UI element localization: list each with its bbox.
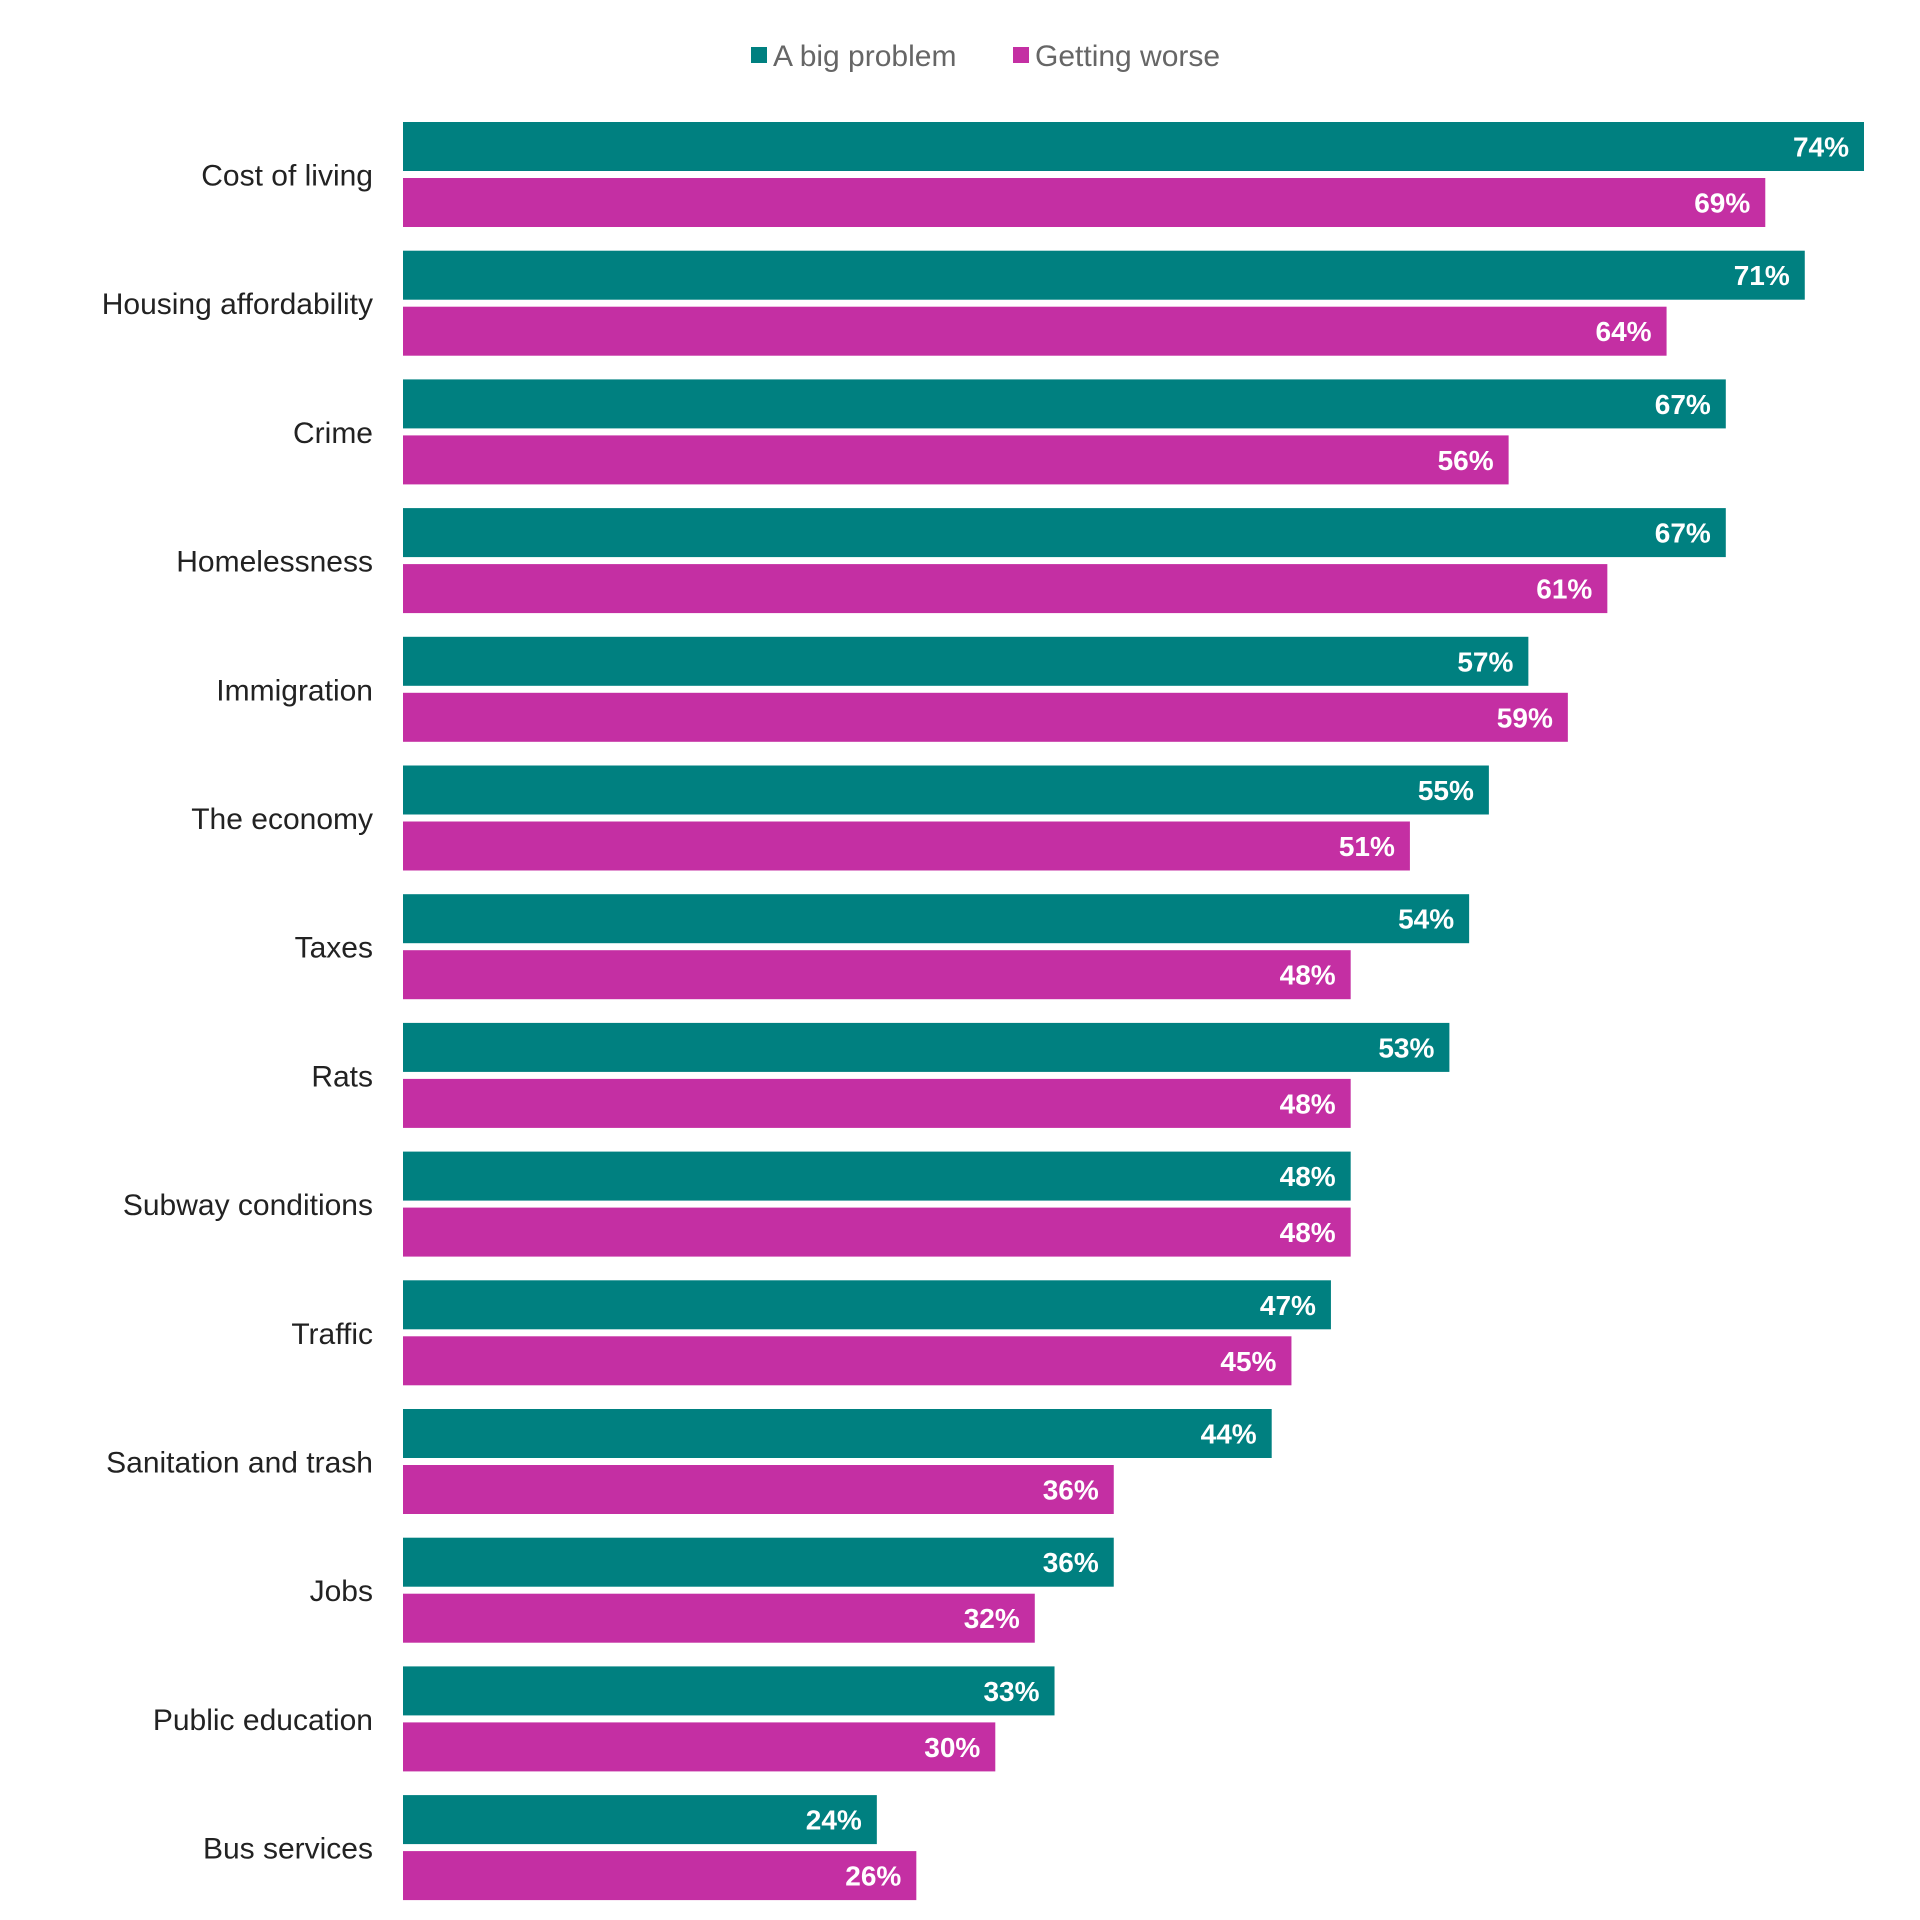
data-label-getting-worse-cost-of-living: 69% bbox=[1694, 188, 1750, 219]
data-label-getting-worse-subway-conditions: 48% bbox=[1280, 1217, 1336, 1248]
data-label-getting-worse-public-education: 30% bbox=[924, 1732, 980, 1763]
data-label-getting-worse-crime: 56% bbox=[1438, 445, 1494, 476]
bar-a-big-problem-crime bbox=[403, 379, 1726, 429]
data-label-getting-worse-immigration: 59% bbox=[1497, 702, 1553, 733]
data-label-a-big-problem-the-economy: 55% bbox=[1418, 775, 1474, 806]
bar-a-big-problem-bus-services bbox=[403, 1795, 877, 1845]
data-label-a-big-problem-immigration: 57% bbox=[1457, 646, 1513, 677]
bar-getting-worse-jobs bbox=[403, 1593, 1035, 1643]
plot-area: Cost of living 74% 69% Housing affordabilit… bbox=[102, 122, 1864, 1901]
data-label-getting-worse-jobs: 32% bbox=[964, 1603, 1020, 1634]
data-label-a-big-problem-homelessness: 67% bbox=[1655, 518, 1711, 549]
bar-getting-worse-cost-of-living bbox=[403, 178, 1766, 227]
bar-getting-worse-crime bbox=[403, 435, 1509, 485]
category-label-rats: Rats bbox=[311, 1060, 373, 1093]
data-label-a-big-problem-public-education: 33% bbox=[983, 1676, 1039, 1707]
bar-a-big-problem-rats bbox=[403, 1022, 1450, 1072]
data-label-a-big-problem-jobs: 36% bbox=[1043, 1547, 1099, 1578]
bar-getting-worse-housing-affordability bbox=[403, 306, 1667, 356]
category-label-traffic: Traffic bbox=[291, 1318, 373, 1351]
bar-getting-worse-rats bbox=[403, 1078, 1351, 1128]
category-label-taxes: Taxes bbox=[295, 932, 373, 965]
category-label-crime: Crime bbox=[293, 417, 373, 450]
bar-getting-worse-homelessness bbox=[403, 564, 1608, 614]
bar-a-big-problem-the-economy bbox=[403, 765, 1489, 815]
data-label-getting-worse-housing-affordability: 64% bbox=[1596, 316, 1652, 347]
category-label-public-education: Public education bbox=[153, 1704, 373, 1737]
data-label-a-big-problem-crime: 67% bbox=[1655, 389, 1711, 420]
category-label-cost-of-living: Cost of living bbox=[201, 160, 373, 193]
category-label-sanitation-and-trash: Sanitation and trash bbox=[106, 1447, 373, 1480]
category-label-the-economy: The economy bbox=[191, 803, 373, 836]
category-label-homelessness: Homelessness bbox=[176, 546, 373, 579]
bar-a-big-problem-cost-of-living bbox=[403, 122, 1864, 171]
legend-swatch-getting-worse bbox=[1013, 47, 1029, 63]
data-label-a-big-problem-subway-conditions: 48% bbox=[1280, 1161, 1336, 1192]
legend: A big problem Getting worse bbox=[751, 40, 1220, 73]
data-label-a-big-problem-bus-services: 24% bbox=[806, 1805, 862, 1836]
legend-label-getting-worse: Getting worse bbox=[1035, 40, 1220, 73]
bar-getting-worse-subway-conditions bbox=[403, 1207, 1351, 1257]
bar-a-big-problem-subway-conditions bbox=[403, 1151, 1351, 1201]
bar-a-big-problem-traffic bbox=[403, 1280, 1331, 1330]
category-label-immigration: Immigration bbox=[216, 674, 373, 707]
bar-a-big-problem-housing-affordability bbox=[403, 250, 1805, 300]
data-label-a-big-problem-sanitation-and-trash: 44% bbox=[1201, 1419, 1257, 1450]
category-label-subway-conditions: Subway conditions bbox=[123, 1189, 373, 1222]
bar-getting-worse-sanitation-and-trash bbox=[403, 1465, 1114, 1514]
data-label-a-big-problem-rats: 53% bbox=[1378, 1032, 1434, 1063]
bar-getting-worse-bus-services bbox=[403, 1851, 917, 1901]
bar-getting-worse-public-education bbox=[403, 1722, 996, 1772]
data-label-getting-worse-traffic: 45% bbox=[1220, 1346, 1276, 1377]
category-label-bus-services: Bus services bbox=[203, 1833, 373, 1866]
data-label-a-big-problem-cost-of-living: 74% bbox=[1793, 132, 1849, 163]
bar-getting-worse-the-economy bbox=[403, 821, 1410, 871]
data-label-getting-worse-sanitation-and-trash: 36% bbox=[1043, 1475, 1099, 1506]
category-label-jobs: Jobs bbox=[310, 1575, 373, 1608]
data-label-a-big-problem-housing-affordability: 71% bbox=[1734, 260, 1790, 291]
legend-swatch-a-big-problem bbox=[751, 47, 767, 63]
bar-a-big-problem-homelessness bbox=[403, 508, 1726, 558]
data-label-a-big-problem-taxes: 54% bbox=[1398, 904, 1454, 935]
data-label-getting-worse-homelessness: 61% bbox=[1536, 574, 1592, 605]
data-label-getting-worse-taxes: 48% bbox=[1280, 960, 1336, 991]
data-label-a-big-problem-traffic: 47% bbox=[1260, 1290, 1316, 1321]
bar-getting-worse-taxes bbox=[403, 950, 1351, 1000]
legend-label-a-big-problem: A big problem bbox=[773, 40, 956, 73]
bar-getting-worse-immigration bbox=[403, 692, 1568, 742]
bar-a-big-problem-taxes bbox=[403, 894, 1470, 944]
data-label-getting-worse-bus-services: 26% bbox=[845, 1861, 901, 1892]
bar-getting-worse-traffic bbox=[403, 1336, 1292, 1386]
bar-a-big-problem-public-education bbox=[403, 1666, 1055, 1716]
bar-a-big-problem-jobs bbox=[403, 1537, 1114, 1587]
bar-a-big-problem-sanitation-and-trash bbox=[403, 1409, 1272, 1458]
data-label-getting-worse-the-economy: 51% bbox=[1339, 831, 1395, 862]
data-label-getting-worse-rats: 48% bbox=[1280, 1088, 1336, 1119]
category-label-housing-affordability: Housing affordability bbox=[102, 288, 373, 321]
bar-a-big-problem-immigration bbox=[403, 636, 1529, 686]
